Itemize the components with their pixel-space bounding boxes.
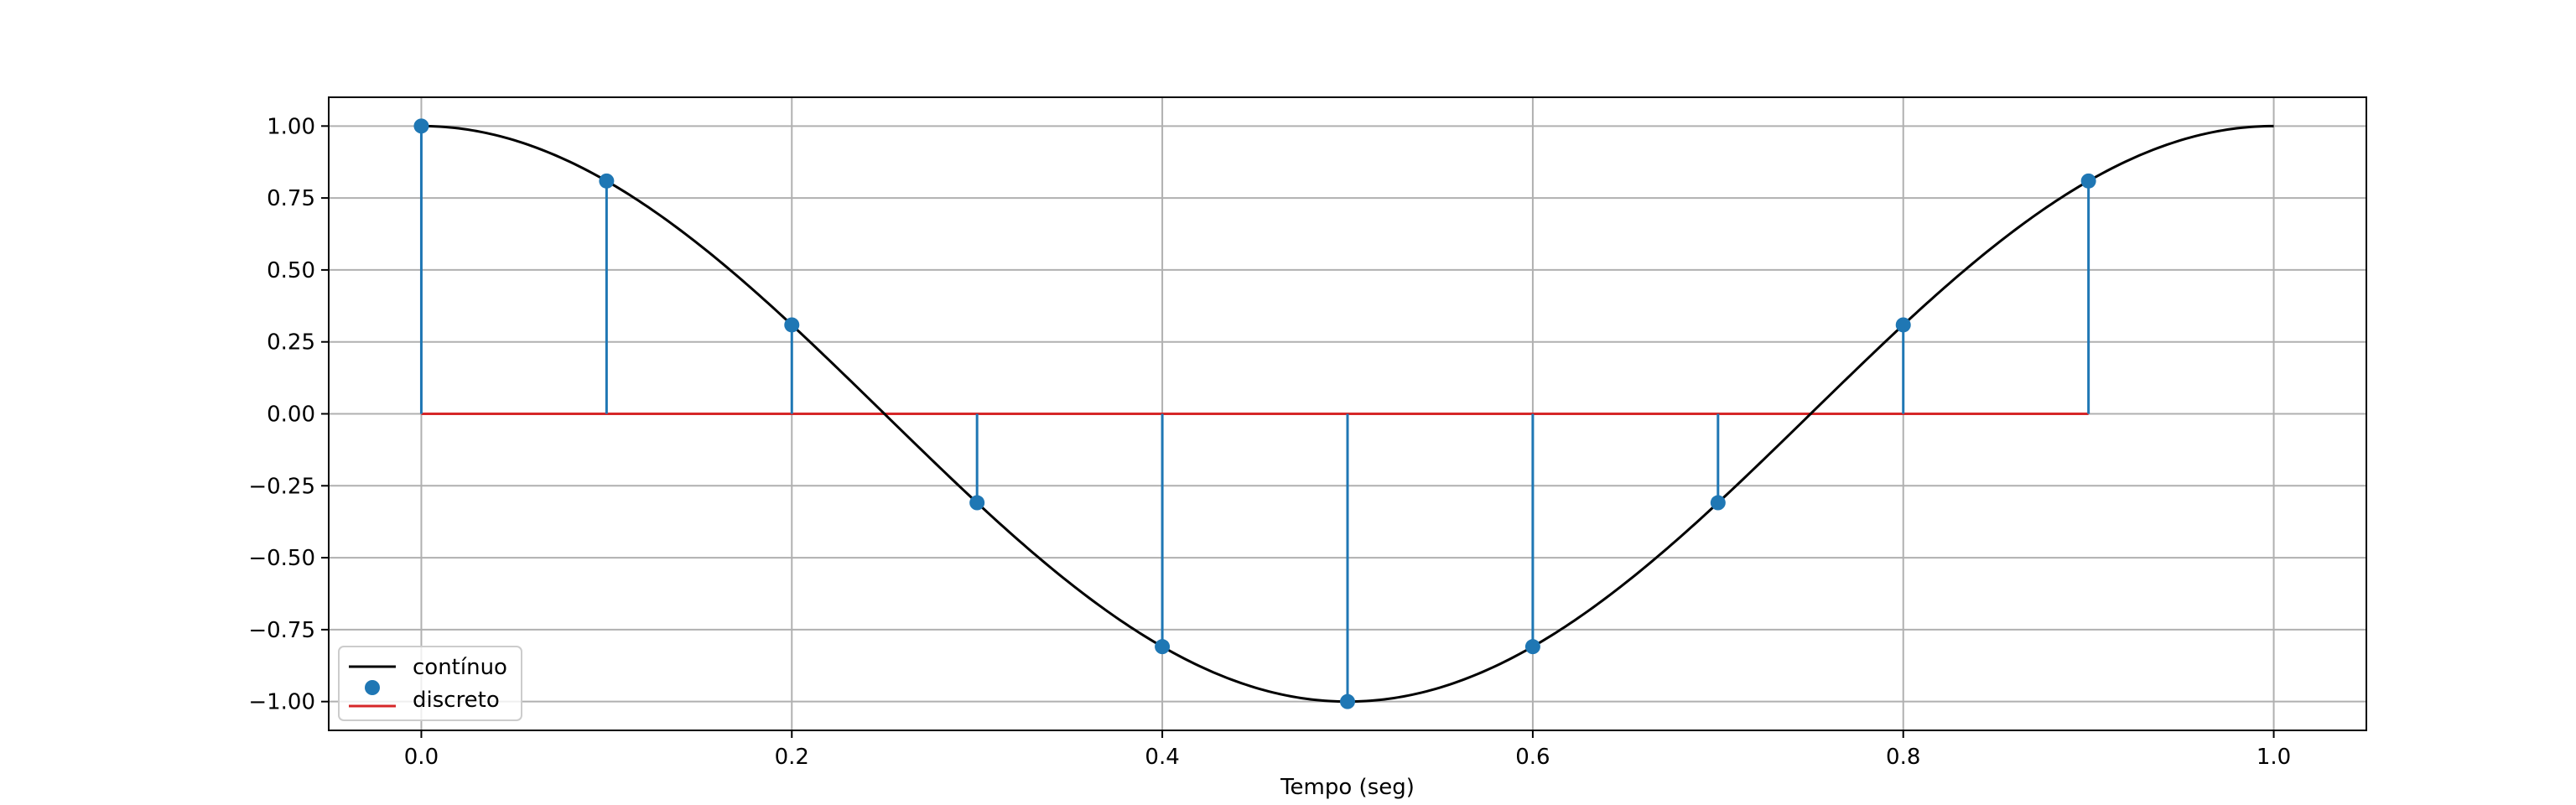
legend-box bbox=[338, 646, 522, 721]
stem-marker bbox=[599, 173, 615, 189]
stem-marker bbox=[413, 118, 429, 134]
y-ticks: 1.00 0.75 0.50 0.25 0.00 −0.25 −0.50 −0.75 −1.00 bbox=[248, 114, 329, 715]
y-tick-label: −0.25 bbox=[248, 474, 315, 499]
legend-discrete-marker-sample bbox=[365, 680, 380, 695]
x-ticks: 0.0 0.2 0.4 0.6 0.8 1.0 bbox=[404, 730, 2291, 770]
y-tick-label: 1.00 bbox=[267, 114, 315, 139]
stem-marker bbox=[2080, 173, 2096, 189]
stem-marker bbox=[784, 317, 800, 333]
stem-marker bbox=[1155, 639, 1171, 655]
y-tick-label: −0.75 bbox=[248, 618, 315, 643]
y-tick-label: 0.50 bbox=[267, 258, 315, 283]
stem-marker bbox=[1895, 317, 1911, 333]
y-tick-label: 0.00 bbox=[267, 402, 315, 428]
x-tick-label: 0.6 bbox=[1515, 745, 1550, 770]
stem-marker bbox=[969, 495, 985, 511]
y-tick-label: −1.00 bbox=[248, 690, 315, 715]
stem-marker bbox=[1710, 495, 1726, 511]
stem-lines-layer bbox=[419, 126, 2090, 702]
legend-label-continuous: contínuo bbox=[413, 655, 507, 680]
y-tick-label: −0.50 bbox=[248, 546, 315, 571]
legend-label-discrete: discreto bbox=[413, 688, 500, 713]
y-tick-label: 0.75 bbox=[267, 186, 315, 211]
stem-marker bbox=[1340, 693, 1355, 709]
x-axis-label: Tempo (seg) bbox=[1280, 775, 1415, 800]
stem-markers-layer bbox=[413, 118, 2096, 709]
x-tick-label: 0.4 bbox=[1145, 745, 1179, 770]
x-tick-label: 0.8 bbox=[1886, 745, 1920, 770]
x-tick-label: 0.0 bbox=[404, 745, 439, 770]
x-tick-label: 1.0 bbox=[2257, 745, 2291, 770]
stem-marker bbox=[1524, 639, 1540, 655]
y-tick-label: 0.25 bbox=[267, 330, 315, 356]
x-tick-label: 0.2 bbox=[775, 745, 809, 770]
legend: contínuo discreto bbox=[338, 646, 522, 721]
